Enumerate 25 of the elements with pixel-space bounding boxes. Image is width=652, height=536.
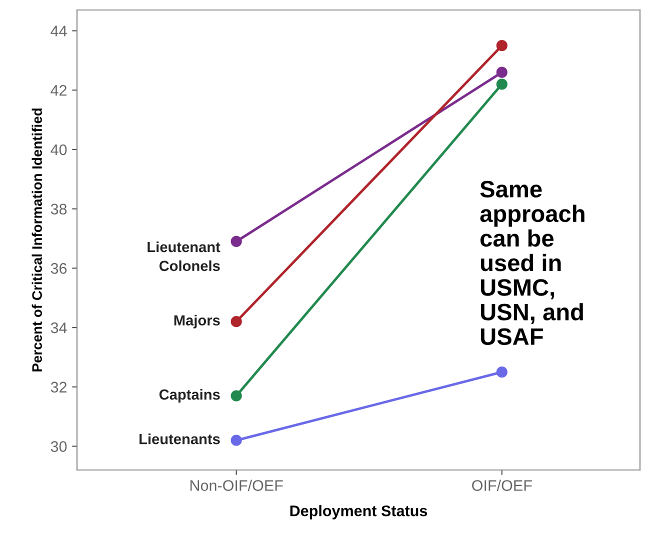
y-tick-label: 32 — [50, 382, 67, 393]
point — [496, 78, 508, 90]
x-tick-label: OIF/OEF — [472, 480, 532, 491]
point — [496, 66, 508, 78]
y-tick-label: 38 — [50, 204, 67, 215]
y-tick-label: 44 — [50, 26, 67, 36]
series-label: Majors — [174, 314, 220, 328]
point — [230, 236, 242, 248]
series-label: Captains — [159, 389, 220, 403]
y-tick-label: 36 — [50, 263, 67, 274]
y-tick-label: 30 — [50, 441, 67, 452]
annotation: Same approach can be used in USMC, USN, and USAF — [480, 180, 584, 346]
y-axis-title: Percent of Critical Information Identified — [32, 108, 42, 372]
x-axis-title: Deployment Status — [290, 505, 428, 520]
point — [496, 366, 508, 378]
point — [230, 316, 242, 328]
x-tick-label: Non-OIF/OEF — [190, 480, 283, 491]
series-label: Lieutenants — [140, 434, 220, 444]
y-tick-label: 40 — [50, 144, 67, 156]
point — [230, 390, 242, 402]
point — [230, 434, 242, 446]
y-tick-label: 34 — [50, 322, 67, 334]
point — [496, 40, 508, 52]
series-label: Lieutenant Colonels — [148, 241, 220, 272]
y-tick-label: 42 — [50, 84, 67, 96]
